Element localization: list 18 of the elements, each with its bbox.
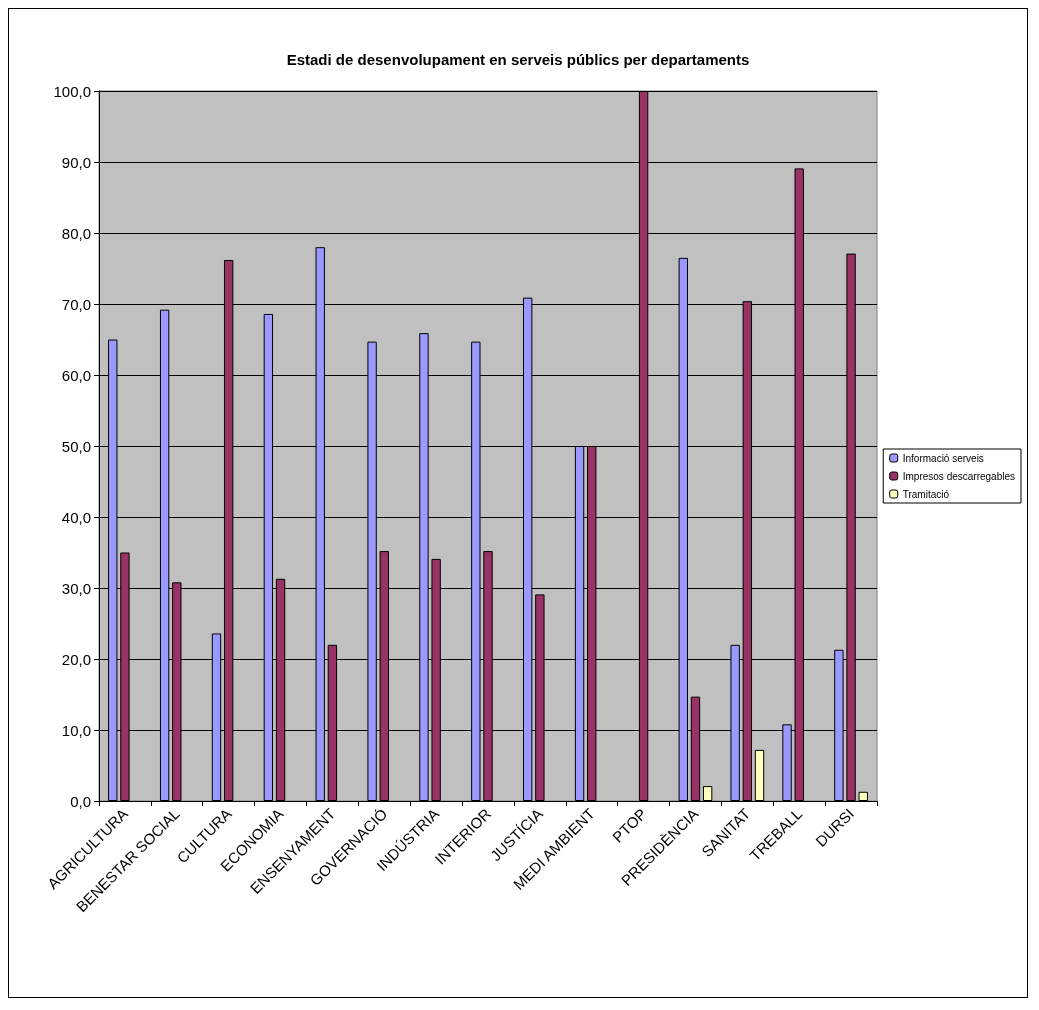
bar — [754, 749, 765, 801]
y-tick-label: 100,0 — [53, 82, 91, 100]
y-tick-label: 70,0 — [61, 295, 91, 313]
legend-label: Impresos descarregables — [902, 470, 1016, 482]
y-tick-label: 60,0 — [61, 366, 91, 384]
bar — [702, 786, 713, 801]
y-tick-label: 80,0 — [61, 224, 91, 242]
legend-label: Informació serveis — [902, 452, 984, 464]
y-tick-label: 10,0 — [61, 721, 91, 739]
y-tick-label: 0,0 — [70, 792, 91, 810]
legend-label: Tramitació — [902, 488, 950, 500]
y-tick-label: 20,0 — [61, 650, 91, 668]
y-tick-label: 40,0 — [61, 508, 91, 526]
bar — [858, 791, 868, 801]
y-tick-label: 50,0 — [61, 437, 91, 455]
chart-title: Estadi de desenvolupament en serveis públics per departaments — [286, 51, 750, 68]
y-tick-label: 90,0 — [61, 153, 91, 171]
y-tick-label: 30,0 — [61, 579, 91, 597]
